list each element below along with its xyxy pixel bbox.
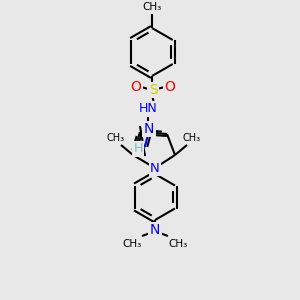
Text: S: S <box>148 83 158 97</box>
Text: N: N <box>150 161 160 175</box>
Text: HN: HN <box>139 103 158 116</box>
Text: N: N <box>150 223 160 237</box>
Text: O: O <box>165 80 176 94</box>
Text: O: O <box>130 80 141 94</box>
Text: N: N <box>144 122 154 136</box>
Text: CH₃: CH₃ <box>107 133 125 143</box>
Text: H: H <box>133 142 143 155</box>
Text: CH₃: CH₃ <box>122 239 142 249</box>
Text: CH₃: CH₃ <box>142 2 162 12</box>
Text: CH₃: CH₃ <box>183 133 201 143</box>
Text: CH₃: CH₃ <box>168 239 188 249</box>
